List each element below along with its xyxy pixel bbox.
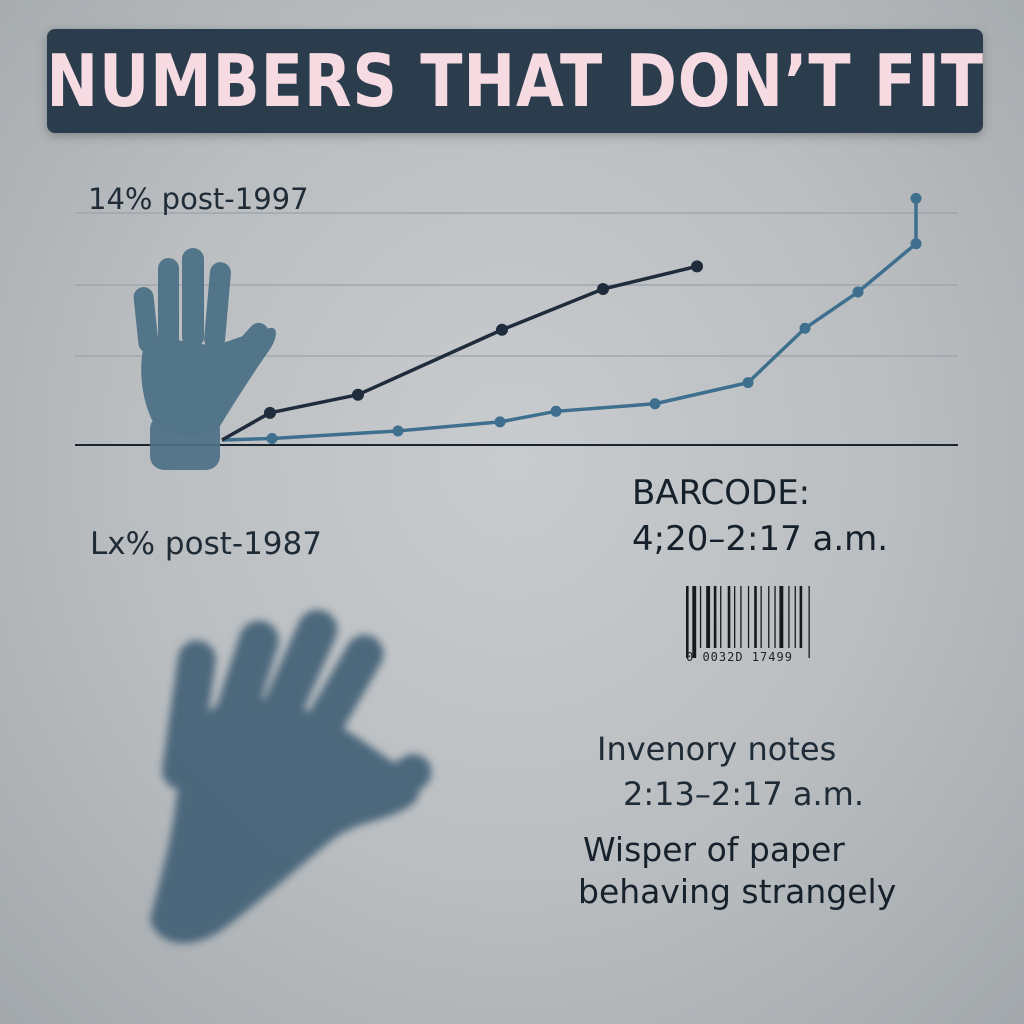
data-point: [799, 322, 811, 334]
data-point: [392, 425, 404, 437]
barcode-bar: [686, 586, 689, 658]
data-point: [910, 238, 922, 250]
barcode-icon: [686, 586, 810, 658]
barcode-bar: [706, 586, 711, 648]
data-point: [649, 398, 661, 410]
series-1-line: [221, 264, 698, 442]
data-point: [266, 432, 278, 444]
barcode-digits: 0 0032D 17499: [686, 650, 793, 664]
data-point: [742, 377, 754, 389]
barcode-bar: [720, 586, 722, 648]
chart-annotation-middle: Lx% post-1987: [90, 526, 322, 562]
data-point: [264, 406, 276, 419]
data-point: [910, 192, 922, 204]
barcode-bar: [747, 586, 750, 648]
chart-annotation-top: 14% post-1997: [88, 182, 309, 216]
barcode-heading: BARCODE:: [632, 473, 811, 513]
barcode-bar: [727, 586, 731, 648]
barcode-time: 4;20–2:17 a.m.: [632, 519, 889, 559]
barcode-bar: [713, 586, 717, 648]
barcode-bar: [794, 586, 796, 648]
barcode-bar: [779, 586, 784, 648]
inventory-notes-title: Invenory notes: [597, 730, 837, 768]
series-2-points: [266, 192, 922, 444]
data-point: [494, 416, 506, 428]
data-point: [352, 388, 364, 401]
barcode-bar: [734, 586, 736, 648]
data-point: [496, 323, 508, 336]
barcode-bar: [760, 586, 762, 648]
inventory-notes-time: 2:13–2:17 a.m.: [623, 775, 865, 813]
data-point: [852, 286, 864, 298]
title-banner: NUMBERS THAT DON’T FIT: [46, 29, 984, 133]
series-2-line: [221, 198, 918, 442]
barcode-bar: [754, 586, 757, 648]
barcode-bar: [808, 586, 810, 658]
page-title: NUMBERS THAT DON’T FIT: [46, 39, 984, 123]
data-point: [691, 260, 703, 273]
barcode-bar: [774, 586, 776, 648]
data-point: [597, 283, 609, 295]
barcode-bar: [692, 586, 697, 658]
barcode-bar: [768, 586, 770, 648]
barcode-bar: [699, 586, 702, 648]
barcode-bar: [788, 586, 790, 648]
reaching-hand-icon: [150, 609, 432, 944]
barcode-bar: [740, 586, 742, 648]
whisper-note-line-2: behaving strangely: [578, 872, 897, 911]
whisper-note-line-1: Wisper of paper: [583, 830, 845, 869]
raised-hand-icon: [133, 248, 276, 470]
barcode-bar: [799, 586, 803, 648]
data-point: [550, 405, 562, 417]
series-1-points: [264, 260, 703, 419]
